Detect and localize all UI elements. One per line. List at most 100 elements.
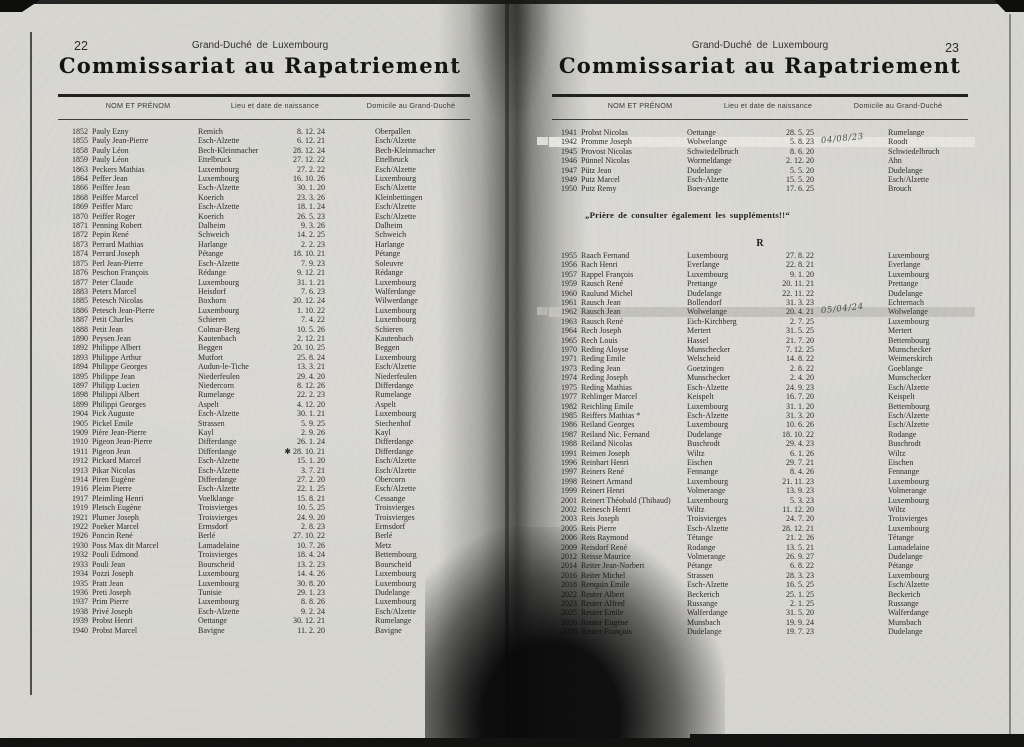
entry-number: 1999 bbox=[561, 486, 577, 496]
entry-name: Peschon François bbox=[92, 268, 149, 278]
entry-number: 1996 bbox=[561, 457, 577, 467]
table-row: 1946 Pünnel Nicolas Wormeldange 2. 12. 20 Ah… bbox=[549, 156, 975, 165]
entry-name: Poss Max dit Marcel bbox=[92, 540, 159, 550]
col-header-domicile: Domicile au Grand-Duché bbox=[366, 101, 456, 110]
entry-birthdate: 5. 8. 23 bbox=[790, 137, 814, 147]
entry-domicile: Luxembourg bbox=[375, 174, 417, 184]
entry-name: Reiland Nic. Fernand bbox=[581, 429, 650, 439]
entry-domicile: Luxembourg bbox=[888, 476, 930, 486]
entry-number: 1895 bbox=[72, 371, 88, 381]
table-row: 1970 Reding Aloyse Munschecker 7. 12. 25 Mun… bbox=[549, 345, 975, 354]
entry-birthplace: Luxembourg bbox=[198, 569, 240, 579]
entry-domicile: Esch/Alzette bbox=[888, 175, 929, 185]
entry-domicile: Obercorn bbox=[375, 475, 406, 485]
entry-birthdate: 19. 7. 23 bbox=[786, 627, 814, 637]
table-row: 1971 Reding Emile Welscheid 14. 8. 22 Weimer… bbox=[549, 354, 975, 363]
entry-birthplace: Luxembourg bbox=[198, 305, 240, 315]
entry-domicile: Luxembourg bbox=[888, 269, 930, 279]
table-row: 1874 Perrard Joseph Pétange 18. 10. 21 Pétan… bbox=[60, 249, 480, 258]
entry-domicile: Ettelbruck bbox=[375, 155, 409, 165]
entry-number: 1885 bbox=[72, 296, 88, 306]
entry-birthdate: 8. 4. 26 bbox=[790, 467, 814, 477]
entry-domicile: Niederfeulen bbox=[375, 371, 417, 381]
entry-domicile: Weimerskirch bbox=[888, 354, 933, 364]
entry-birthplace: Niedercorn bbox=[198, 380, 234, 390]
entry-name: Pauly Jean-Pierre bbox=[92, 136, 149, 146]
entry-birthplace: Luxembourg bbox=[198, 174, 240, 184]
entry-birthplace: Luxembourg bbox=[687, 476, 729, 486]
entry-number: 1965 bbox=[561, 335, 577, 345]
entry-name: Rappel François bbox=[581, 269, 634, 279]
register-table-right-top: 1941 Probst Nicolas Oettange 28. 5. 25 Rumel… bbox=[537, 128, 975, 194]
entry-domicile: Brouch bbox=[888, 184, 912, 194]
entry-birthplace: Beggen bbox=[198, 343, 223, 353]
entry-birthdate: 16. 10. 26 bbox=[293, 174, 325, 184]
entry-birthdate: 2. 8. 23 bbox=[301, 522, 325, 532]
entry-birthdate: 8. 8. 26 bbox=[301, 597, 325, 607]
entry-name: Probst Nicolas bbox=[581, 128, 628, 137]
table-row: 2001 Reinert Théobald (Thibaud) Luxembourg… bbox=[549, 496, 975, 505]
entry-domicile: Luxembourg bbox=[888, 523, 930, 533]
entry-name: Peiffer Roger bbox=[92, 211, 136, 221]
entry-domicile: Esch/Alzette bbox=[888, 410, 929, 420]
entry-number: 1970 bbox=[561, 345, 577, 355]
entry-name: Plumer Joseph bbox=[92, 512, 139, 522]
rule-thin-right bbox=[552, 119, 968, 121]
entry-birthplace: Esch-Alzette bbox=[687, 410, 729, 420]
entry-birthplace: Welscheid bbox=[687, 354, 721, 364]
entry-number: 1873 bbox=[72, 239, 88, 249]
entry-domicile: Dalheim bbox=[375, 221, 403, 231]
entry-domicile: Kleinbettingen bbox=[375, 192, 423, 202]
table-row: 1917 Pleimling Henri Voelklange 15. 8. 21 Ce… bbox=[60, 494, 480, 503]
section-letter-r: R bbox=[756, 238, 764, 249]
entry-domicile: Luxembourg bbox=[375, 315, 417, 325]
entry-birthplace: Dudelange bbox=[687, 165, 722, 175]
table-row: 1910 Pigeon Jean-Pierre Differdange 26. 1. … bbox=[60, 437, 480, 446]
entry-number: 1942 bbox=[561, 137, 577, 147]
column-headers-left: NOM ET PRÉNOM Lieu et date de naissance … bbox=[40, 101, 480, 113]
table-row: 1904 Pick Auguste Esch-Alzette 30. 1. 21 Lux… bbox=[60, 409, 480, 418]
entry-birthplace: Wolwelange bbox=[687, 307, 727, 317]
table-row: 1870 Peiffer Roger Koerich 26. 5. 23 Esch/Al… bbox=[60, 212, 480, 221]
entry-birthdate: 15. 8. 21 bbox=[297, 493, 325, 503]
entry-domicile: Schieren bbox=[375, 324, 403, 334]
entry-domicile: Oberpallen bbox=[375, 127, 411, 136]
entry-number: 1869 bbox=[72, 202, 88, 212]
entry-name: Reding Aloyse bbox=[581, 345, 629, 355]
entry-name: Reiffers Mathias * bbox=[581, 410, 641, 420]
entry-birthdate: 26. 1. 24 bbox=[297, 437, 325, 447]
entry-birthplace: Everlange bbox=[687, 260, 720, 270]
entry-birthdate: 16. 7. 20 bbox=[786, 392, 814, 402]
entry-domicile: Lamadelaine bbox=[888, 542, 930, 552]
entry-birthdate: 13. 2. 23 bbox=[297, 559, 325, 569]
entry-domicile: Rédange bbox=[375, 268, 403, 278]
register-table-left: 1852 Pauly Ezny Remich 8. 12. 24 Oberpallen 1… bbox=[40, 127, 480, 635]
table-row: 1982 Reichling Emile Luxembourg 31. 1. 20 Be… bbox=[549, 402, 975, 411]
entry-domicile: Esch/Alzette bbox=[375, 164, 416, 174]
table-row: 1852 Pauly Ezny Remich 8. 12. 24 Oberpallen bbox=[60, 127, 480, 136]
page-title-right: Commissariat au Rapatriement bbox=[558, 53, 962, 78]
entry-name: Pleimling Henri bbox=[92, 493, 144, 503]
entry-birthdate: 31. 1. 20 bbox=[786, 401, 814, 411]
entry-name: Reding Joseph bbox=[581, 373, 628, 383]
entry-birthplace: Hassel bbox=[687, 335, 709, 345]
entry-birthdate: 29. 4. 23 bbox=[786, 439, 814, 449]
table-row: 1899 Philippi Georges Aspelt 4. 12. 20 Aspel… bbox=[60, 400, 480, 409]
entry-number: 1945 bbox=[561, 146, 577, 156]
entry-birthdate: 23. 3. 26 bbox=[297, 192, 325, 202]
entry-name: Rausch René bbox=[581, 316, 623, 326]
entry-birthplace: Koerich bbox=[198, 192, 224, 202]
entry-birthplace: Dudelange bbox=[687, 429, 722, 439]
entry-name: Pickard Marcel bbox=[92, 456, 142, 466]
table-row: 1877 Peter Claude Luxembourg 31. 1. 21 Luxem… bbox=[60, 278, 480, 287]
table-row: 1930 Poss Max dit Marcel Lamadelaine 10. 7.… bbox=[60, 541, 480, 550]
entry-domicile: Keispelt bbox=[888, 392, 915, 402]
entry-birthdate: 10. 5. 25 bbox=[297, 503, 325, 513]
entry-domicile: Troisvierges bbox=[888, 514, 928, 524]
table-row: 1875 Perl Jean-Pierre Esch-Alzette 7. 9. 23… bbox=[60, 259, 480, 268]
entry-domicile: Luxembourg bbox=[375, 597, 417, 607]
entry-domicile: Munschecker bbox=[888, 345, 932, 355]
entry-birthplace: Wormeldange bbox=[687, 156, 732, 166]
entry-name: Reinesch Henri bbox=[581, 504, 631, 514]
